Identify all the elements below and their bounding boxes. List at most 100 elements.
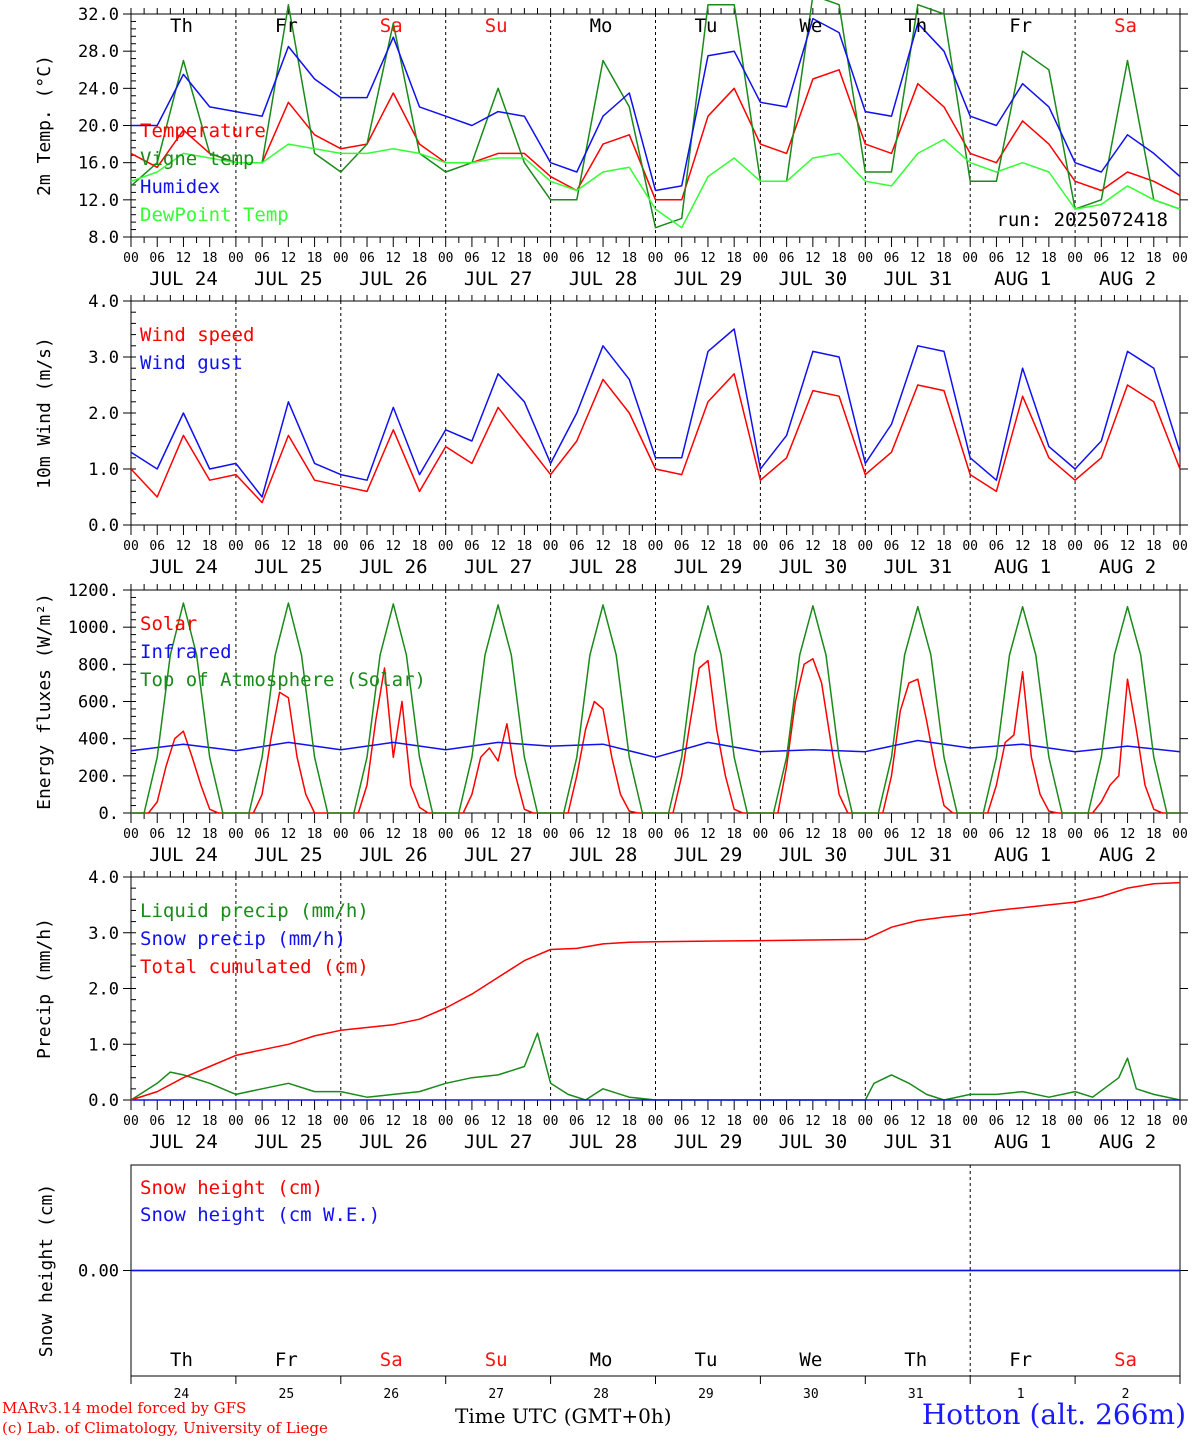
weekday-label: Fr (275, 15, 298, 37)
legend-entry: Snow precip (mm/h) (140, 928, 346, 950)
day-number-label: 1 (1017, 1387, 1025, 1402)
weekday-label: Mo (590, 15, 613, 37)
hour-label: 18 (412, 539, 428, 554)
hour-label: 12 (700, 827, 716, 842)
date-label: AUG 2 (1099, 844, 1156, 866)
date-label: JUL 26 (359, 268, 428, 290)
legend-entry: Wind speed (140, 324, 254, 346)
legend-entry: Wind gust (140, 352, 243, 374)
day-number-label: 26 (383, 1387, 399, 1402)
hour-label: 18 (517, 251, 533, 266)
hour-label: 12 (805, 827, 821, 842)
series-dewpoint-temp (130, 138, 1181, 229)
hour-label: 06 (674, 827, 690, 842)
y-axis-label: Precip (mm/h) (34, 918, 55, 1059)
date-label: JUL 31 (883, 1131, 952, 1153)
y-axis-label: Snow height (cm) (36, 1184, 57, 1357)
hour-label: 06 (569, 827, 585, 842)
hour-label: 00 (648, 539, 664, 554)
y-tick-label: 4.0 (88, 292, 119, 312)
hour-label: 06 (254, 827, 270, 842)
hour-label: 18 (936, 251, 952, 266)
run-label: run: 2025072418 (996, 209, 1168, 231)
hour-label: 18 (1041, 1114, 1057, 1129)
hour-label: 12 (700, 1114, 716, 1129)
hour-label: 18 (621, 539, 637, 554)
hour-label: 06 (884, 251, 900, 266)
weekday-label: We (799, 15, 822, 37)
hour-label: 00 (228, 1114, 244, 1129)
hour-label: 06 (989, 1114, 1005, 1129)
hour-label: 18 (936, 539, 952, 554)
snow-weekday-label: Su (485, 1349, 508, 1371)
footer-credits: MARv3.14 model forced by GFS (c) Lab. of… (2, 1398, 328, 1438)
hour-label: 00 (438, 827, 454, 842)
hour-label: 12 (1120, 1114, 1136, 1129)
hour-label: 18 (831, 827, 847, 842)
y-tick-label: 8.0 (88, 228, 119, 248)
series-wind-speed (130, 373, 1181, 504)
date-label: JUL 25 (254, 1131, 323, 1153)
hour-label: 06 (464, 827, 480, 842)
hour-label: 18 (307, 539, 323, 554)
date-label: JUL 29 (674, 556, 743, 578)
weekday-label: Sa (1114, 15, 1137, 37)
hour-label: 18 (1146, 539, 1162, 554)
hour-label: 18 (1146, 1114, 1162, 1129)
series-liquid-precip-mm-h- (130, 1032, 1181, 1101)
hour-label: 12 (595, 251, 611, 266)
y-tick-label: 16.0 (78, 154, 119, 174)
weekday-label: Th (904, 15, 927, 37)
date-label: JUL 25 (254, 844, 323, 866)
time-axis-label: Time UTC (GMT+0h) (455, 1404, 672, 1428)
date-label: JUL 25 (254, 268, 323, 290)
panel-temp (123, 0, 1188, 247)
hour-label: 12 (700, 251, 716, 266)
date-label: JUL 28 (569, 844, 638, 866)
hour-label: 06 (779, 539, 795, 554)
hour-label: 12 (910, 827, 926, 842)
date-label: JUL 29 (674, 844, 743, 866)
hour-label: 00 (1172, 1114, 1188, 1129)
hour-label: 18 (202, 827, 218, 842)
y-tick-label: 2.0 (88, 980, 119, 1000)
hour-label: 12 (910, 539, 926, 554)
series-infrared (130, 739, 1181, 759)
hour-label: 00 (648, 1114, 664, 1129)
hour-label: 12 (1015, 827, 1031, 842)
hour-label: 00 (1067, 539, 1083, 554)
hour-label: 00 (1067, 1114, 1083, 1129)
hour-label: 06 (989, 539, 1005, 554)
hour-label: 06 (464, 1114, 480, 1129)
hour-label: 00 (857, 251, 873, 266)
legend-entry: Humidex (140, 176, 220, 198)
y-tick-label: 20.0 (78, 117, 119, 137)
y-axis-label: 10m Wind (m/s) (34, 337, 55, 489)
date-label: JUL 30 (779, 1131, 848, 1153)
y-tick-label: 0.00 (78, 1262, 119, 1282)
series-temperature (130, 69, 1181, 201)
hour-label: 18 (1146, 827, 1162, 842)
hour-label: 12 (700, 539, 716, 554)
y-axis-label: Energy fluxes (W/m²) (34, 593, 55, 810)
hour-label: 18 (307, 1114, 323, 1129)
hour-label: 06 (779, 251, 795, 266)
hour-label: 18 (726, 827, 742, 842)
date-label: JUL 27 (464, 1131, 533, 1153)
snow-weekday-label: We (799, 1349, 822, 1371)
hour-label: 18 (412, 251, 428, 266)
hour-label: 12 (385, 251, 401, 266)
hour-label: 06 (464, 539, 480, 554)
hour-label: 00 (1172, 251, 1188, 266)
hour-label: 06 (149, 539, 165, 554)
snow-weekday-label: Tu (695, 1349, 718, 1371)
hour-label: 18 (1041, 251, 1057, 266)
hour-label: 12 (595, 539, 611, 554)
date-label: AUG 2 (1099, 268, 1156, 290)
legend-entry: Top of Atmosphere (Solar) (140, 669, 426, 691)
date-label: JUL 24 (149, 1131, 218, 1153)
hour-label: 06 (149, 827, 165, 842)
date-label: JUL 30 (779, 556, 848, 578)
series-wind-gust (130, 328, 1181, 498)
hour-label: 12 (281, 251, 297, 266)
